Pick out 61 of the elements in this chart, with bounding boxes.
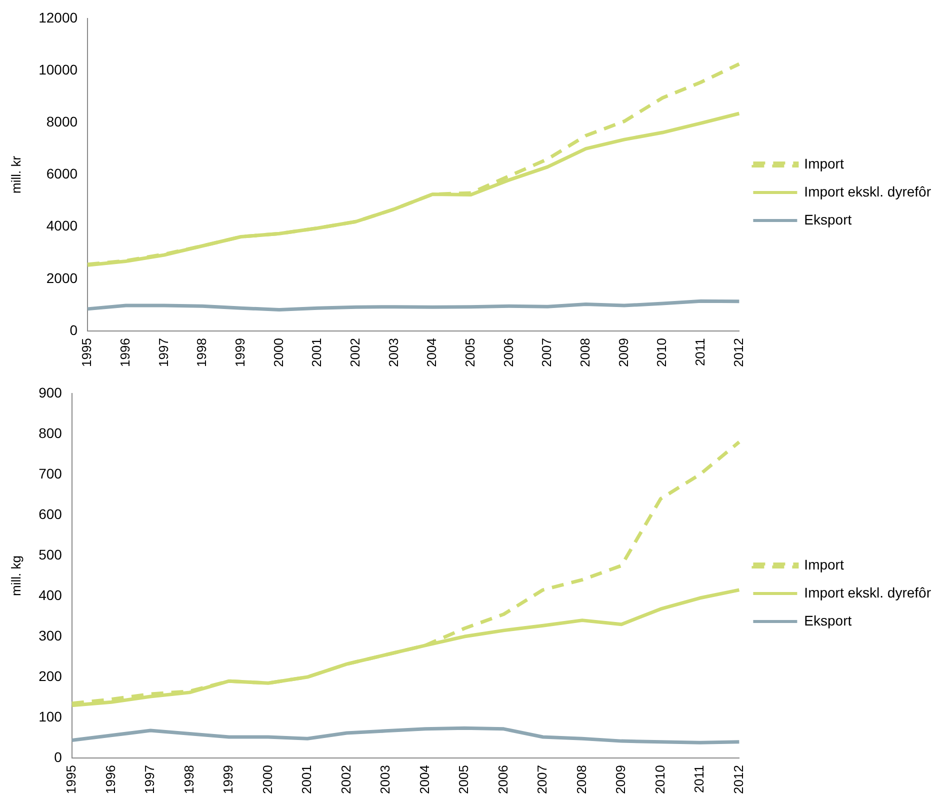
- y-tick-label: 400: [38, 586, 62, 603]
- y-axis-title: mill. kg: [8, 556, 24, 596]
- y-tick-label: 500: [38, 546, 62, 562]
- legend-label: Import ekskl. dyrefôr: [804, 584, 932, 600]
- x-tick-label: 2007: [539, 338, 554, 367]
- y-tick-label: 4000: [46, 218, 78, 234]
- x-tick-label: 1995: [64, 765, 79, 794]
- x-tick-label: 2004: [416, 765, 432, 794]
- x-tick-label: 2001: [299, 765, 314, 794]
- x-tick-label: 2009: [616, 338, 631, 367]
- x-tick-label: 1998: [181, 765, 196, 794]
- legend-label: Import: [804, 155, 844, 172]
- x-tick-label: 2009: [613, 765, 628, 794]
- x-tick-label: 1996: [117, 338, 132, 367]
- x-tick-label: 2012: [730, 338, 746, 367]
- x-tick-label: 1998: [194, 338, 210, 367]
- y-tick-label: 800: [38, 424, 62, 441]
- y-tick-label: 2000: [46, 270, 78, 286]
- y-tick-label: 10000: [38, 61, 78, 78]
- legend-label: Eksport: [804, 211, 852, 228]
- legend-label: Eksport: [804, 612, 852, 628]
- x-tick-label: 2010: [652, 765, 668, 794]
- x-tick-label: 2003: [386, 338, 401, 367]
- x-tick-label: 2002: [347, 338, 362, 367]
- x-tick-label: 2006: [495, 765, 510, 794]
- x-tick-label: 2011: [692, 338, 708, 366]
- x-tick-label: 2008: [577, 338, 592, 367]
- y-tick-label: 900: [38, 384, 62, 400]
- legend-label: Import ekskl. dyrefôr: [804, 183, 932, 200]
- y-tick-label: 0: [70, 322, 78, 338]
- y-tick-label: 600: [38, 506, 62, 522]
- x-tick-label: 1996: [102, 765, 118, 794]
- y-tick-label: 6000: [46, 166, 78, 182]
- x-tick-label: 2000: [270, 338, 286, 367]
- x-tick-label: 1997: [142, 765, 158, 794]
- y-axis-title: mill. kr: [8, 155, 24, 194]
- x-tick-label: 2002: [338, 765, 354, 794]
- x-tick-label: 2001: [309, 338, 324, 367]
- x-tick-label: 2003: [378, 765, 393, 794]
- y-tick-label: 700: [38, 465, 62, 482]
- x-tick-label: 1999: [220, 765, 236, 794]
- y-tick-label: 8000: [46, 113, 78, 130]
- x-tick-label: 2005: [462, 338, 478, 367]
- x-tick-label: 2004: [424, 338, 440, 367]
- x-tick-label: 1995: [79, 338, 94, 367]
- x-tick-label: 2011: [692, 765, 707, 794]
- x-tick-label: 1999: [232, 338, 248, 367]
- x-tick-label: 2012: [730, 765, 746, 794]
- x-tick-label: 1997: [156, 338, 171, 367]
- y-tick-label: 300: [38, 627, 62, 644]
- x-tick-label: 2007: [534, 765, 550, 794]
- x-tick-label: 2006: [500, 338, 516, 367]
- y-tick-label: 100: [38, 708, 62, 724]
- x-tick-label: 2010: [654, 338, 670, 367]
- y-tick-label: 200: [38, 668, 62, 684]
- legend-label: Import: [804, 556, 844, 572]
- y-tick-label: 12000: [38, 9, 78, 26]
- y-tick-label: 0: [54, 748, 62, 765]
- x-tick-label: 2008: [574, 765, 589, 794]
- x-tick-label: 2000: [260, 765, 275, 794]
- x-tick-label: 2005: [456, 765, 472, 794]
